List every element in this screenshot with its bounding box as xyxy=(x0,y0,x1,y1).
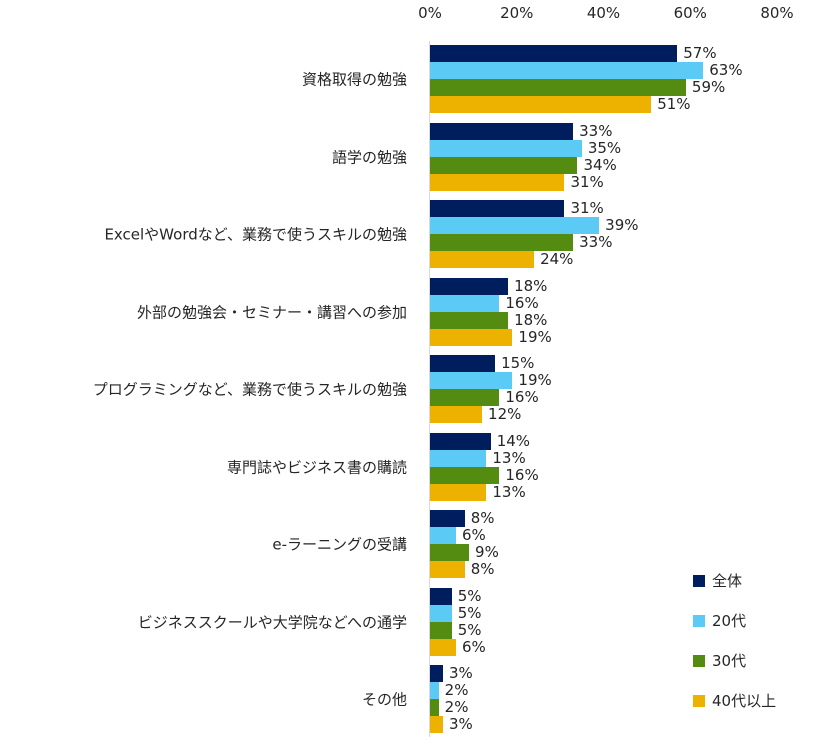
bar xyxy=(430,587,452,605)
data-label: 16% xyxy=(505,388,539,406)
data-label: 39% xyxy=(605,216,639,234)
data-label: 24% xyxy=(540,250,574,268)
legend-swatch-icon xyxy=(693,694,705,707)
data-label: 57% xyxy=(683,44,717,62)
bar xyxy=(430,510,465,527)
legend-label: 30代 xyxy=(712,652,747,670)
bar xyxy=(430,311,509,329)
bar xyxy=(430,355,496,372)
legend-item: 40代以上 xyxy=(693,690,776,711)
category-label: 語学の勉強 xyxy=(331,148,407,166)
bar xyxy=(430,372,513,389)
bar xyxy=(430,294,500,312)
data-label: 2% xyxy=(444,698,469,716)
x-tick-label: 20% xyxy=(500,4,534,22)
data-label: 8% xyxy=(470,560,495,578)
bar xyxy=(430,200,565,217)
legend-swatch-icon xyxy=(693,614,705,627)
data-label: 6% xyxy=(462,526,486,544)
bar xyxy=(430,682,439,699)
legend-swatch-icon xyxy=(693,654,705,667)
bar xyxy=(430,561,465,578)
data-label: 8% xyxy=(470,509,495,527)
category-label: 外部の勉強会・セミナー・講習への参加 xyxy=(136,303,407,321)
data-label: 19% xyxy=(518,327,552,346)
bar xyxy=(430,122,574,140)
legend-label: 全体 xyxy=(712,572,743,590)
x-tick-label: 80% xyxy=(760,4,794,22)
bar xyxy=(430,621,452,639)
data-label: 31% xyxy=(570,199,604,217)
category-label: ビジネススクールや大学院などへの通学 xyxy=(137,613,407,631)
data-label: 31% xyxy=(570,172,604,191)
data-label: 35% xyxy=(587,138,622,157)
bar xyxy=(430,173,565,191)
legend-label: 20代 xyxy=(712,612,747,630)
data-label: 2% xyxy=(444,681,469,699)
bar xyxy=(430,544,470,561)
data-label: 14% xyxy=(496,431,531,450)
bar xyxy=(430,277,509,295)
legend-item: 全体 xyxy=(693,570,742,591)
bar xyxy=(430,389,500,406)
data-label: 13% xyxy=(492,448,526,467)
data-label: 5% xyxy=(457,603,482,622)
category-label: e-ラーニングの受講 xyxy=(272,535,407,554)
bar xyxy=(430,156,578,174)
category-label: プログラミングなど、業務で使うスキルの勉強 xyxy=(92,380,407,399)
bar xyxy=(430,406,483,423)
legend-swatch-icon xyxy=(693,574,705,587)
data-label: 18% xyxy=(514,310,548,329)
x-tick-label: 60% xyxy=(673,4,707,22)
data-label: 3% xyxy=(449,715,473,733)
data-label: 16% xyxy=(505,465,539,484)
data-label: 13% xyxy=(492,482,526,501)
bar xyxy=(430,665,443,682)
category-label: 資格取得の勉強 xyxy=(301,70,407,89)
bar xyxy=(430,716,443,733)
bar xyxy=(430,449,487,467)
bar xyxy=(430,466,500,484)
legend-label: 40代以上 xyxy=(712,692,777,710)
bar xyxy=(430,328,513,346)
data-label: 19% xyxy=(518,371,552,389)
bar xyxy=(430,79,686,96)
data-label: 5% xyxy=(457,586,482,605)
y-axis-line xyxy=(429,41,430,737)
bar xyxy=(430,234,574,251)
data-label: 9% xyxy=(475,543,499,561)
x-tick-label: 40% xyxy=(586,4,621,22)
bar xyxy=(430,527,457,544)
data-label: 59% xyxy=(691,78,726,96)
x-tick-label: 0% xyxy=(418,4,442,22)
data-label: 5% xyxy=(457,620,482,639)
data-label: 16% xyxy=(505,293,539,312)
bar xyxy=(430,139,582,157)
bar xyxy=(430,62,704,79)
data-label: 18% xyxy=(514,276,548,295)
category-label: ExcelやWordなど、業務で使うスキルの勉強 xyxy=(104,225,407,244)
data-label: 12% xyxy=(488,405,522,423)
data-label: 6% xyxy=(462,637,486,656)
data-label: 34% xyxy=(583,155,617,174)
bar xyxy=(430,45,678,62)
bar xyxy=(430,604,452,622)
category-label: その他 xyxy=(361,690,407,709)
data-label: 15% xyxy=(501,354,535,372)
bar xyxy=(430,638,457,656)
category-label: 専門誌やビジネス書の購読 xyxy=(226,458,407,476)
legend-item: 20代 xyxy=(693,610,746,631)
bar xyxy=(430,699,439,716)
data-label: 33% xyxy=(579,233,613,251)
data-label: 63% xyxy=(709,61,743,79)
data-label: 51% xyxy=(657,95,691,113)
data-label: 3% xyxy=(449,664,473,682)
bar xyxy=(430,251,535,268)
bar xyxy=(430,432,491,450)
legend-item: 30代 xyxy=(693,650,746,671)
bar xyxy=(430,483,487,501)
bar xyxy=(430,217,600,234)
data-label: 33% xyxy=(579,121,613,140)
bar xyxy=(430,96,652,113)
